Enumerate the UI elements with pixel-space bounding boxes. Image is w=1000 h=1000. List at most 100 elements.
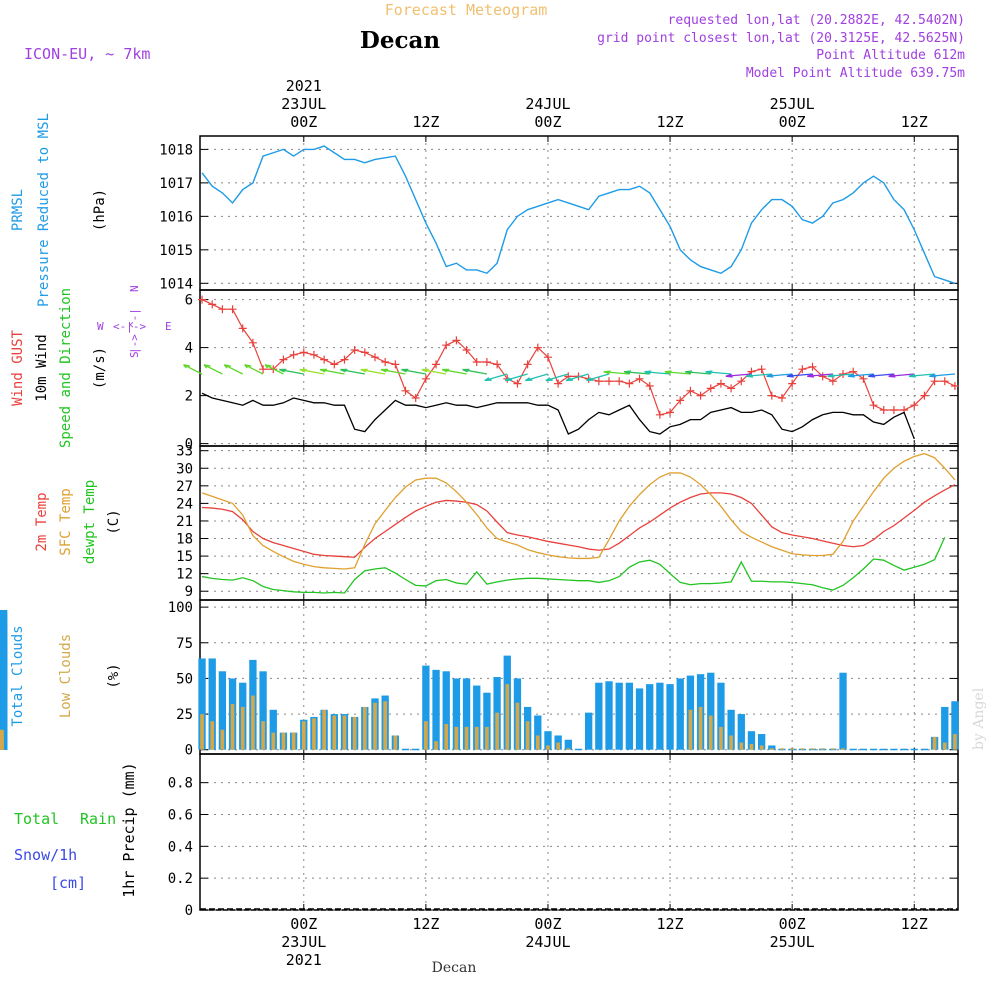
bottom-time-label: 24JUL [525,933,570,951]
total-clouds-bar [442,671,450,750]
wind-direction-arrowhead [545,377,553,382]
low-clouds-bar [515,702,520,750]
gust-marker [279,355,288,364]
gust-marker [625,379,634,388]
low-clouds-bar [556,742,560,750]
watermark: by Angel [971,687,987,750]
total-clouds-bar [849,748,857,751]
gust-marker [432,360,441,369]
top-time-label: 00Z [290,113,317,131]
low-clouds-bar [424,721,428,750]
wind-direction-arrowhead [827,373,835,378]
compass-north: N [128,285,141,292]
gust-marker [828,377,837,386]
y-tick-label: 1014 [159,276,193,292]
wind-direction-arrowhead [441,368,450,373]
gust-marker [767,391,776,400]
wind-direction-arrowhead [807,373,815,378]
bottom-time-label: 00Z [779,915,806,933]
y-tick-label: 1017 [159,176,193,192]
model-label: ICON-EU, ~ 7km [24,45,150,63]
low-clouds-bar [291,732,296,750]
y-tick-label: 30 [176,461,193,477]
total-clouds-bar [768,745,776,750]
wind-direction-arrow [545,373,569,382]
bottom-time-label: 00Z [534,915,561,933]
wind-direction-arrow [401,368,426,375]
low-clouds-bar [362,706,367,750]
wind-direction-arrow [746,373,772,377]
total-clouds-bar [910,748,918,751]
low-clouds-bar [831,748,835,750]
wind-direction-arrowhead [644,370,652,375]
station-name: Decan [360,27,440,54]
wind-direction-arrowhead [684,370,693,375]
gust-marker [666,408,675,417]
y-tick-label: 18 [176,532,193,548]
gust-marker [676,396,685,405]
gust-marker [940,377,949,386]
wind-direction-arrow [786,373,813,377]
temp-label-2m: 2m Temp [34,492,50,551]
y-tick-label: 27 [176,479,193,495]
y-tick-label: 75 [176,636,193,652]
pressure-label-prmsl: PRMSL [10,189,26,231]
total-clouds-bar [269,709,277,750]
low-clouds-bar [312,718,316,750]
gridpoint-coords: grid point closest lon,lat (20.3125E, 42… [597,31,965,46]
wind-direction-arrowhead [360,368,368,373]
gust-marker [605,377,614,386]
wind-direction-arrowhead [299,368,307,373]
total-clouds-bar [401,748,410,751]
low-clouds-bar [393,735,398,750]
gust-marker [238,324,247,333]
bottom-time-label: 23JUL [281,933,326,951]
panel-frame [199,445,959,601]
top-time-label: 12Z [901,113,928,131]
gust-marker [218,305,227,314]
total-clouds-bar [544,731,552,750]
panel-frame [199,753,959,911]
wind-direction-arrowhead [565,377,574,382]
wind-direction-arrow [565,373,589,382]
wind-direction-arrow [888,373,915,377]
total-clouds-bar [198,658,206,750]
total-clouds-bar [0,625,8,750]
wind-direction-arrowhead [484,377,492,382]
low-clouds-bar [729,735,733,750]
panel-wind: 0 2 4 6 [184,290,959,453]
wind-direction-arrow [319,368,345,375]
y-tick-label: 1015 [159,243,193,259]
total-clouds-bar [462,678,471,750]
wind-direction-arrowhead [786,373,794,378]
bottom-time-label: 2021 [286,951,322,969]
y-tick-label: 0.4 [168,839,193,855]
precip-label-cm: [cm] [50,874,86,892]
low-clouds-bar [332,715,337,750]
y-tick-label: 2 [185,389,193,405]
gust-marker [696,391,705,400]
low-clouds-bar [800,748,805,750]
gust-marker [818,372,827,381]
gust-marker [452,336,461,345]
low-clouds-bar [942,742,947,750]
y-tick-label: 25 [176,707,193,723]
bottom-time-label: 12Z [901,915,928,933]
clouds-unit: (%) [106,663,122,688]
low-clouds-bar [841,748,845,750]
wind-direction-arrow [299,368,325,375]
wind-direction-arrowhead [380,368,389,373]
wind-direction-arrow [766,373,793,377]
wind-direction-arrow [827,373,854,377]
total-clouds-bar [890,748,898,751]
gust-marker [645,382,654,390]
wind-direction-arrow [340,368,365,375]
gust-marker [594,377,603,386]
bottom-time-label: 12Z [412,915,439,933]
gust-marker [340,355,349,364]
gust-marker [493,360,502,369]
pressure-label-desc: Pressure Reduced to MSL [36,113,52,307]
wind-label-10m: 10m Wind [34,334,50,401]
low-clouds-bar [953,734,957,750]
total-clouds-bar [757,734,766,750]
